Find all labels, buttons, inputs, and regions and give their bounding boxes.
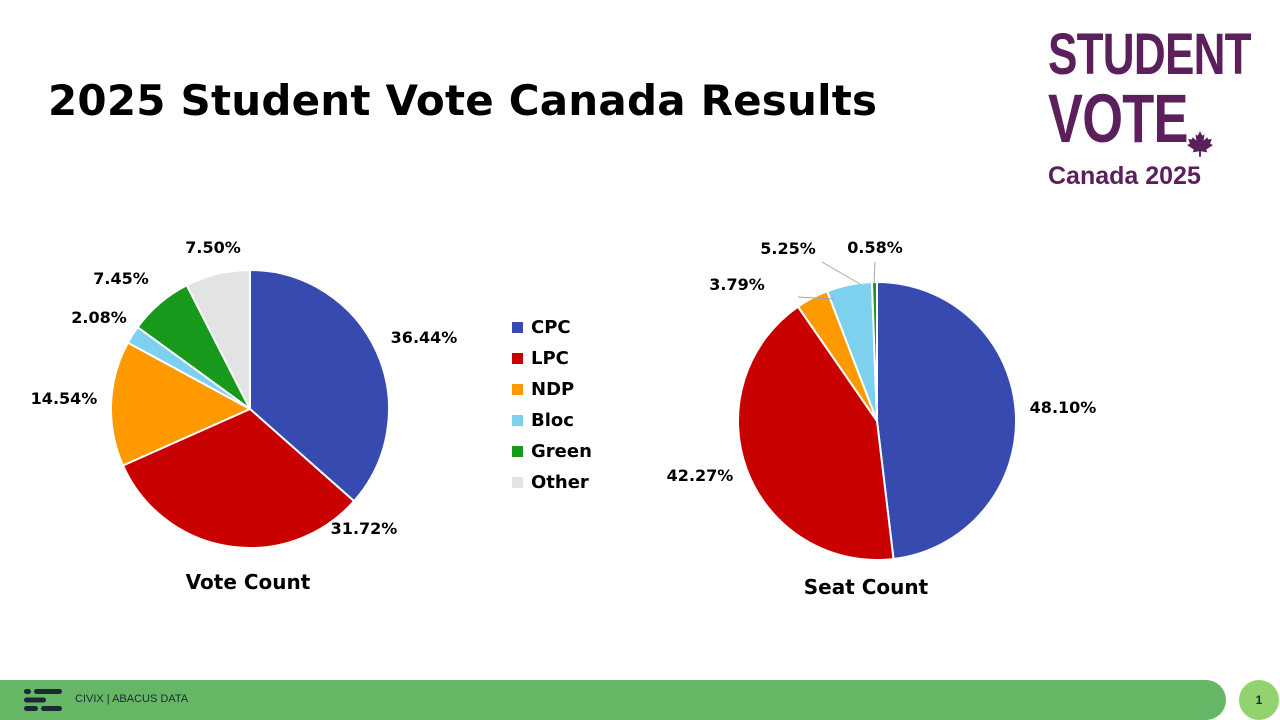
legend-label: Green [531, 441, 592, 462]
legend-label: CPC [531, 317, 571, 338]
chart-legend: CPC LPC NDP Bloc Green Other [512, 312, 592, 498]
pie-slice-lpc [736, 305, 895, 561]
pie-slice-other [185, 269, 251, 410]
maple-leaf-icon [1187, 131, 1213, 157]
data-label-ndp: 14.54% [31, 389, 98, 408]
data-label-lpc: 31.72% [331, 519, 398, 538]
legend-item-lpc: LPC [512, 343, 592, 374]
leader-line [797, 296, 836, 300]
data-label-cpc: 48.10% [1030, 398, 1097, 417]
legend-item-cpc: CPC [512, 312, 592, 343]
logo-line-student: STUDENT [1048, 22, 1252, 87]
legend-label: Bloc [531, 410, 574, 431]
logo-line-canada-2025: Canada 2025 [1048, 162, 1201, 190]
legend-label: NDP [531, 379, 575, 400]
legend-swatch [512, 384, 523, 395]
data-label-ndp: 3.79% [709, 275, 765, 294]
vote-count-title: Vote Count [186, 570, 311, 594]
slide-title: 2025 Student Vote Canada Results [48, 76, 878, 125]
legend-item-green: Green [512, 436, 592, 467]
data-label-lpc: 42.27% [667, 466, 734, 485]
seat-count-pie: 48.10% 42.27% 3.79% 5.25% 0.58% [667, 238, 1097, 561]
legend-swatch [512, 477, 523, 488]
legend-item-other: Other [512, 467, 592, 498]
pie-slice-cpc [249, 269, 390, 503]
footer-bar: CIVIX | ABACUS DATA [0, 680, 1226, 720]
legend-item-bloc: Bloc [512, 405, 592, 436]
legend-swatch [512, 446, 523, 457]
leader-line [821, 261, 861, 285]
legend-label: LPC [531, 348, 569, 369]
legend-item-ndp: NDP [512, 374, 592, 405]
footer-source: CIVIX | ABACUS DATA [75, 693, 189, 705]
legend-label: Other [531, 472, 589, 493]
legend-swatch [512, 322, 523, 333]
pie-slice-ndp [110, 341, 251, 467]
seat-count-title: Seat Count [804, 575, 929, 599]
abacus-logo-icon [24, 689, 62, 711]
data-label-green: 0.58% [847, 238, 903, 257]
data-label-bloc: 2.08% [71, 308, 127, 327]
logo-line-vote: VOTE [1048, 80, 1189, 157]
leader-line [873, 261, 876, 284]
student-vote-logo: STUDENT VOTE Canada 2025 [1046, 26, 1252, 192]
legend-swatch [512, 353, 523, 364]
data-label-bloc: 5.25% [760, 239, 816, 258]
pie-slice-lpc [121, 408, 356, 549]
data-label-green: 7.45% [93, 269, 149, 288]
pie-slice-cpc [876, 281, 1017, 561]
data-label-cpc: 36.44% [391, 328, 458, 347]
data-label-other: 7.50% [185, 238, 241, 257]
vote-count-pie: 36.44% 31.72% 14.54% 2.08% 7.45% 7.50% [31, 238, 458, 549]
page-number: 1 [1239, 680, 1279, 720]
legend-swatch [512, 415, 523, 426]
